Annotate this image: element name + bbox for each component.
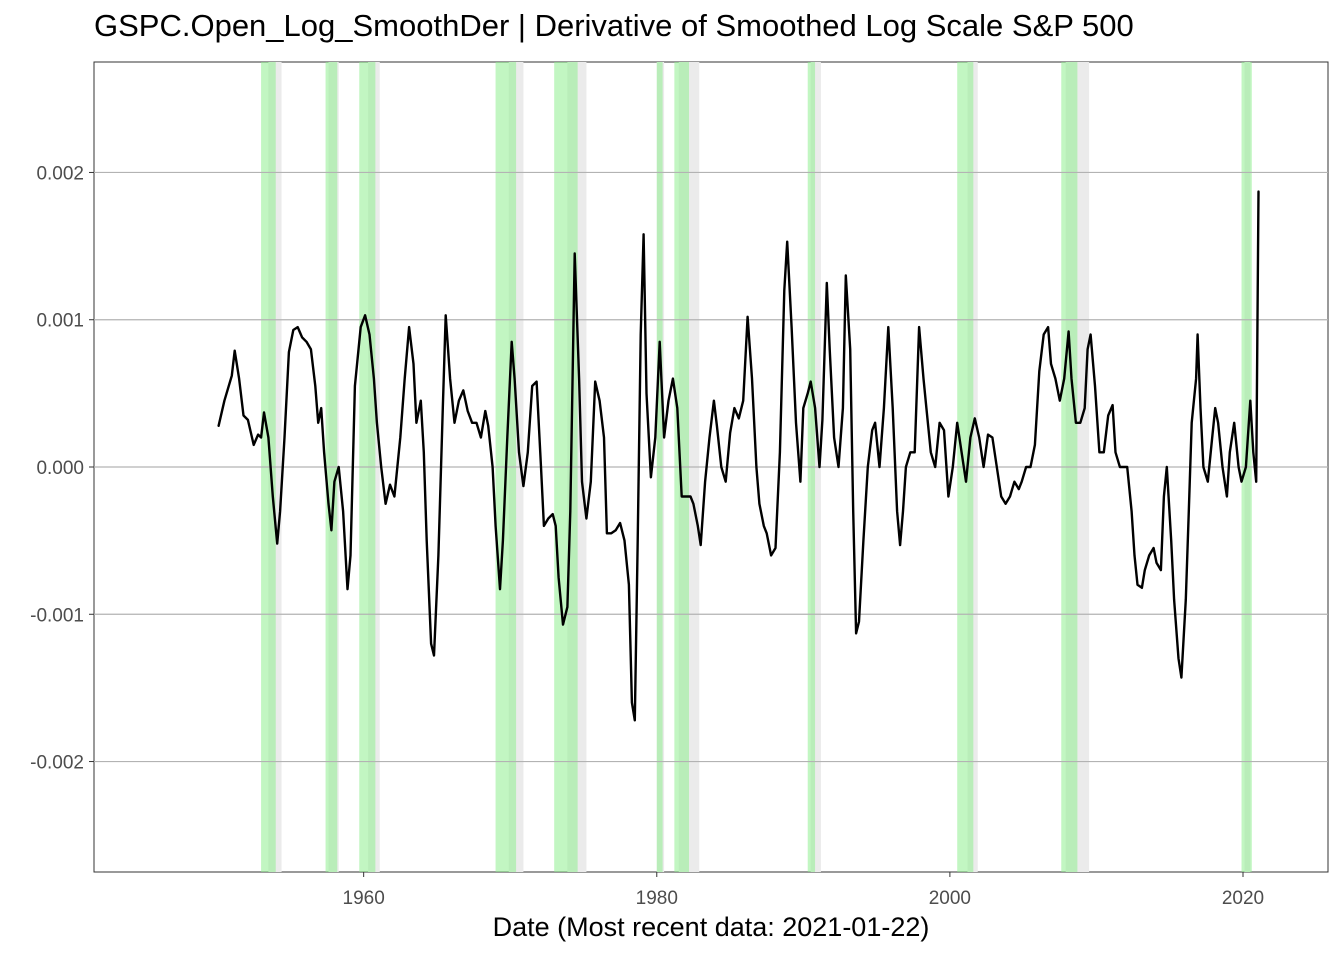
x-tick-label: 1960 bbox=[343, 888, 385, 909]
y-tick-label: -0.002 bbox=[30, 753, 84, 774]
series-lines bbox=[217, 190, 1260, 722]
y-tick-label: 0.002 bbox=[36, 163, 84, 184]
x-tick-label: 2020 bbox=[1222, 888, 1264, 909]
y-tick-label: 0.001 bbox=[36, 311, 84, 332]
y-axis: -0.002 -0.001 0.000 0.001 0.002 bbox=[30, 163, 94, 774]
x-axis-label: Date (Most recent data: 2021-01-22) bbox=[492, 912, 930, 942]
y-tick-label: -0.001 bbox=[30, 605, 84, 626]
chart-title: GSPC.Open_Log_SmoothDer | Derivative of … bbox=[94, 8, 1134, 43]
x-axis: 1960 1980 2000 2020 bbox=[343, 872, 1264, 909]
x-tick-label: 1980 bbox=[636, 888, 678, 909]
y-tick-label: 0.000 bbox=[36, 458, 84, 479]
series-line bbox=[217, 190, 1260, 722]
x-tick-label: 2000 bbox=[929, 888, 971, 909]
